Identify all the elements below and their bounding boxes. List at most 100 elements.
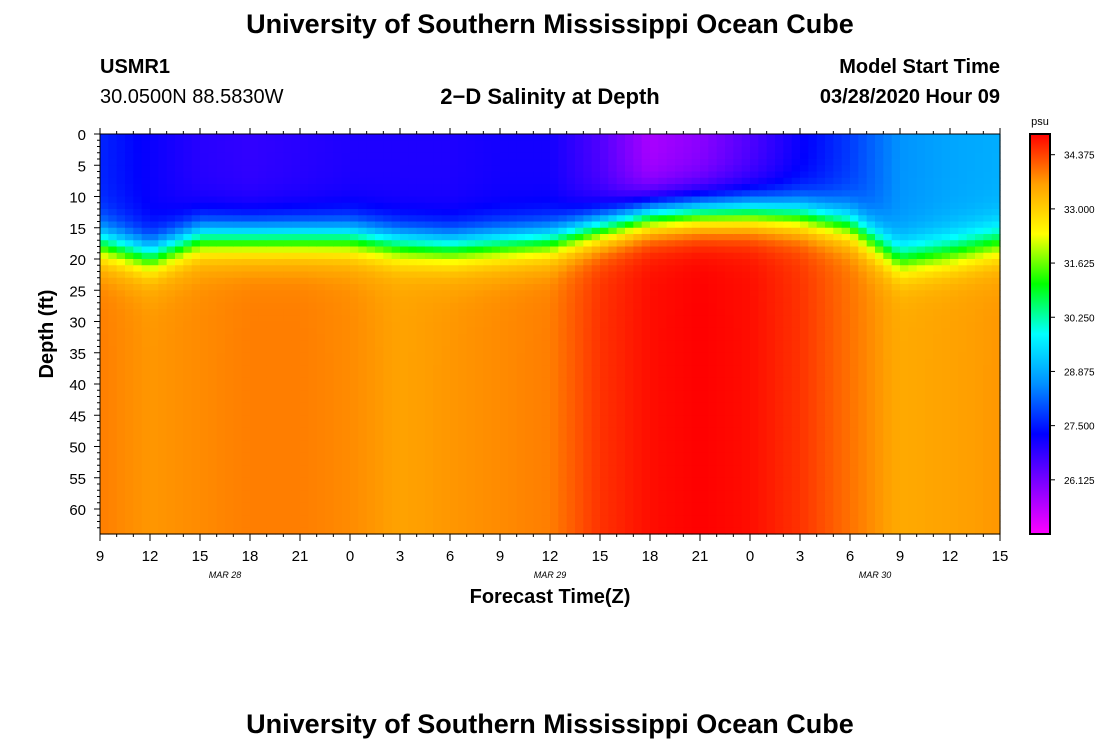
heatmap-cell xyxy=(116,259,126,266)
heatmap-cell xyxy=(550,196,559,204)
heatmap-cell xyxy=(408,421,418,429)
heatmap-cell xyxy=(283,165,293,173)
heatmap-cell xyxy=(566,365,576,373)
heatmap-cell xyxy=(508,309,518,316)
heatmap-cell xyxy=(391,377,401,385)
heatmap-cell xyxy=(358,446,368,454)
heatmap-cell xyxy=(241,427,251,435)
heatmap-cell xyxy=(291,527,301,535)
heatmap-cell xyxy=(591,509,601,516)
heatmap-cell xyxy=(575,427,584,435)
heatmap-cell xyxy=(600,159,609,166)
heatmap-cell xyxy=(725,477,734,485)
heatmap-cell xyxy=(166,396,176,404)
heatmap-cell xyxy=(550,490,559,498)
heatmap-cell xyxy=(616,152,626,160)
heatmap-cell xyxy=(475,321,484,329)
heatmap-cell xyxy=(308,427,318,435)
heatmap-cell xyxy=(125,202,134,210)
heatmap-cell xyxy=(158,259,168,266)
heatmap-cell xyxy=(650,290,659,298)
heatmap-cell xyxy=(200,521,209,529)
heatmap-cell xyxy=(491,521,501,529)
heatmap-cell xyxy=(575,190,584,198)
heatmap-cell xyxy=(708,527,718,535)
heatmap-cell xyxy=(633,421,643,429)
heatmap-cell xyxy=(166,159,176,166)
heatmap-cell xyxy=(391,502,401,510)
heatmap-cell xyxy=(300,152,309,160)
heatmap-cell xyxy=(458,227,468,235)
heatmap-cell xyxy=(658,184,668,191)
heatmap-cell xyxy=(708,484,718,491)
heatmap-cell xyxy=(316,290,326,298)
heatmap-cell xyxy=(583,515,593,523)
heatmap-cell xyxy=(433,227,443,235)
heatmap-cell xyxy=(366,390,376,398)
heatmap-cell xyxy=(633,427,643,435)
heatmap-cell xyxy=(608,384,618,391)
heatmap-cell xyxy=(425,384,434,391)
heatmap-cell xyxy=(533,184,543,191)
heatmap-cell xyxy=(616,496,626,504)
heatmap-cell xyxy=(625,196,634,204)
heatmap-cell xyxy=(675,196,684,204)
heatmap-cell xyxy=(241,377,251,385)
heatmap-cell xyxy=(566,334,576,341)
heatmap-cell xyxy=(383,484,393,491)
heatmap-cell xyxy=(158,190,168,198)
heatmap-cell xyxy=(141,221,151,229)
heatmap-cell xyxy=(641,421,651,429)
heatmap-cell xyxy=(275,165,284,173)
heatmap-cell xyxy=(641,196,651,204)
heatmap-cell xyxy=(616,465,626,473)
heatmap-cell xyxy=(433,384,443,391)
heatmap-cell xyxy=(733,440,743,448)
heatmap-cell xyxy=(500,309,509,316)
heatmap-cell xyxy=(191,515,201,523)
heatmap-cell xyxy=(583,321,593,329)
heatmap-cell xyxy=(408,402,418,410)
heatmap-cell xyxy=(425,340,434,348)
heatmap-cell xyxy=(291,477,301,485)
heatmap-cell xyxy=(741,452,751,460)
heatmap-cell xyxy=(508,327,518,335)
heatmap-cell xyxy=(125,271,134,279)
heatmap-cell xyxy=(441,284,451,291)
heatmap-cell xyxy=(116,402,126,410)
heatmap-cell xyxy=(350,371,359,379)
heatmap-cell xyxy=(533,315,543,323)
heatmap-cell xyxy=(200,477,209,485)
heatmap-cell xyxy=(283,440,293,448)
heatmap-cell xyxy=(266,477,276,485)
heatmap-cell xyxy=(266,346,276,354)
heatmap-cell xyxy=(358,190,368,198)
heatmap-cell xyxy=(708,296,718,304)
heatmap-cell xyxy=(608,452,618,460)
heatmap-cell xyxy=(708,384,718,391)
heatmap-cell xyxy=(658,252,668,260)
heatmap-cell xyxy=(475,159,484,166)
heatmap-cell xyxy=(266,484,276,491)
heatmap-cell xyxy=(666,409,676,416)
heatmap-cell xyxy=(100,327,109,335)
heatmap-cell xyxy=(533,440,543,448)
heatmap-cell xyxy=(133,290,143,298)
heatmap-cell xyxy=(333,377,343,385)
heatmap-cell xyxy=(433,334,443,341)
heatmap-cell xyxy=(441,371,451,379)
heatmap-cell xyxy=(258,265,268,273)
heatmap-cell xyxy=(716,390,726,398)
heatmap-cell xyxy=(250,465,259,473)
heatmap-cell xyxy=(516,227,526,235)
heatmap-cell xyxy=(450,434,459,441)
heatmap-cell xyxy=(641,146,651,154)
heatmap-cell xyxy=(733,234,743,241)
heatmap-cell xyxy=(650,177,659,185)
heatmap-cell xyxy=(300,352,309,360)
heatmap-cell xyxy=(358,159,368,166)
heatmap-cell xyxy=(375,409,384,416)
heatmap-cell xyxy=(350,221,359,229)
heatmap-cell xyxy=(400,140,409,148)
heatmap-cell xyxy=(441,334,451,341)
